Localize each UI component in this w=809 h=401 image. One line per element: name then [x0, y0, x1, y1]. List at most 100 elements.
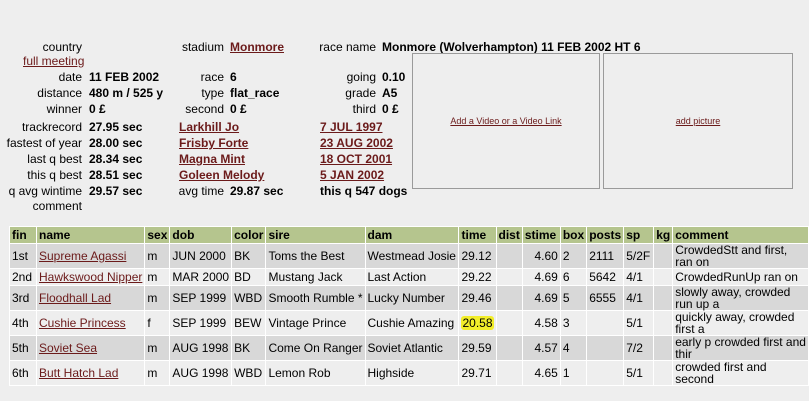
cell-dob: AUG 1998 — [169, 360, 233, 386]
dog-name-link[interactable]: Soviet Sea — [38, 341, 98, 355]
third-value: 0 £ — [382, 102, 399, 116]
cell-time: 29.12 — [458, 243, 497, 269]
cell-dob: JUN 2000 — [169, 243, 233, 269]
date-label: date — [58, 70, 82, 84]
cell-kg — [653, 310, 674, 336]
fastest-date-link[interactable]: 23 AUG 2002 — [320, 136, 393, 150]
lastq-date-link[interactable]: 18 OCT 2001 — [320, 152, 393, 166]
winner-value: 0 £ — [89, 102, 106, 116]
third-label: third — [352, 102, 376, 116]
fastest-dog-link[interactable]: Frisby Forte — [179, 136, 249, 150]
stadium-link[interactable]: Monmore — [230, 40, 284, 54]
cell-sp: 4/1 — [623, 285, 655, 311]
cell-sire: Lemon Rob — [265, 360, 366, 386]
grade-label: grade — [345, 86, 376, 100]
cell-dist — [495, 335, 523, 361]
lastq-value: 28.34 sec — [89, 152, 143, 166]
cell-color: BK — [231, 243, 267, 269]
cell-box: 2 — [559, 243, 588, 269]
cell-kg — [653, 360, 674, 386]
race-value: 6 — [230, 70, 237, 84]
trackrecord-value: 27.95 sec — [89, 120, 143, 134]
cell-kg — [653, 268, 674, 286]
trackrecord-label: trackrecord — [21, 120, 82, 134]
cell-sex: m — [144, 268, 171, 286]
col-stime: stime — [521, 226, 561, 244]
lastq-label: last q best — [27, 152, 82, 166]
cell-dob: SEP 1999 — [169, 285, 233, 311]
cell-name: Floodhall Lad — [35, 285, 146, 311]
dog-name-link[interactable]: Supreme Agassi — [38, 249, 127, 263]
cell-box: 5 — [559, 285, 588, 311]
stadium-label: stadium — [181, 40, 224, 54]
lastq-dog-link[interactable]: Magna Mint — [179, 152, 245, 166]
col-dam: dam — [364, 226, 460, 244]
trackrecord-date-link[interactable]: 7 JUL 1997 — [320, 120, 383, 134]
comment-label: comment — [32, 199, 82, 213]
add-video-link[interactable]: Add a Video or a Video Link — [450, 116, 562, 126]
dog-name-link[interactable]: Cushie Princess — [38, 316, 126, 330]
cell-stime: 4.69 — [521, 268, 561, 286]
cell-comment: crowded first and second — [672, 360, 809, 386]
col-fin: fin — [9, 226, 37, 244]
dog-name-link[interactable]: Butt Hatch Lad — [38, 366, 119, 380]
distance-value: 480 m / 525 y — [89, 86, 164, 100]
cell-dob: SEP 1999 — [169, 310, 233, 336]
cell-color: WBD — [231, 360, 267, 386]
type-value: flat_race — [230, 86, 280, 100]
cell-kg — [653, 243, 674, 269]
cell-name: Supreme Agassi — [35, 243, 146, 269]
cell-fin: 4th — [9, 310, 37, 336]
video-box: Add a Video or a Video Link — [412, 53, 600, 189]
qavg-value: 29.57 sec — [89, 184, 143, 198]
cell-comment: slowly away, crowded run up a — [672, 285, 809, 311]
thisq-label: this q best — [27, 168, 82, 182]
cell-color: BK — [231, 335, 267, 361]
cell-stime: 4.69 — [521, 285, 561, 311]
results-table: fin name sex dob color sire dam time dis… — [9, 226, 809, 386]
cell-dam: Last Action — [364, 268, 460, 286]
fastest-value: 28.00 sec — [89, 136, 143, 150]
cell-sex: f — [144, 310, 171, 336]
distance-label: distance — [37, 86, 82, 100]
full-meeting-link[interactable]: full meeting — [23, 54, 85, 68]
cell-comment: CrowdedStt and first, ran on — [672, 243, 809, 269]
trackrecord-dog-link[interactable]: Larkhill Jo — [179, 120, 240, 134]
cell-kg — [653, 335, 674, 361]
cell-box: 6 — [559, 268, 588, 286]
cell-sire: Mustang Jack — [265, 268, 366, 286]
cell-stime: 4.60 — [521, 243, 561, 269]
cell-fin: 1st — [9, 243, 37, 269]
cell-dob: AUG 1998 — [169, 335, 233, 361]
dog-name-link[interactable]: Hawkswood Nipper — [38, 270, 143, 284]
thisq-dog-link[interactable]: Goleen Melody — [179, 168, 265, 182]
race-name-label: race name — [319, 40, 376, 54]
second-value: 0 £ — [230, 102, 247, 116]
cell-sex: m — [144, 360, 171, 386]
col-posts: posts — [586, 226, 625, 244]
cell-name: Butt Hatch Lad — [35, 360, 146, 386]
avgtime-value: 29.87 sec — [230, 184, 284, 198]
col-name: name — [35, 226, 146, 244]
add-picture-link[interactable]: add picture — [675, 116, 721, 126]
time-highlight: 20.58 — [461, 316, 494, 330]
avgtime-label: avg time — [178, 184, 224, 198]
cell-fin: 6th — [9, 360, 37, 386]
cell-time: 29.22 — [458, 268, 497, 286]
cell-fin: 2nd — [9, 268, 37, 286]
dog-name-link[interactable]: Floodhall Lad — [38, 291, 112, 305]
cell-stime: 4.58 — [521, 310, 561, 336]
cell-sex: m — [144, 243, 171, 269]
table-row: 5th Soviet Sea m AUG 1998 BK Come On Ran… — [9, 335, 809, 361]
cell-sex: m — [144, 335, 171, 361]
cell-posts: 5642 — [586, 268, 625, 286]
cell-sp: 7/2 — [623, 335, 655, 361]
date-value: 11 FEB 2002 — [89, 70, 160, 84]
cell-color: BEW — [231, 310, 267, 336]
going-value: 0.10 — [382, 70, 406, 84]
thisq-dogs-count: this q 547 dogs — [320, 184, 408, 198]
cell-sire: Vintage Prince — [265, 310, 366, 336]
cell-comment: quickly away, crowded first a — [672, 310, 809, 336]
thisq-date-link[interactable]: 5 JAN 2002 — [320, 168, 385, 182]
race-label: race — [200, 70, 224, 84]
